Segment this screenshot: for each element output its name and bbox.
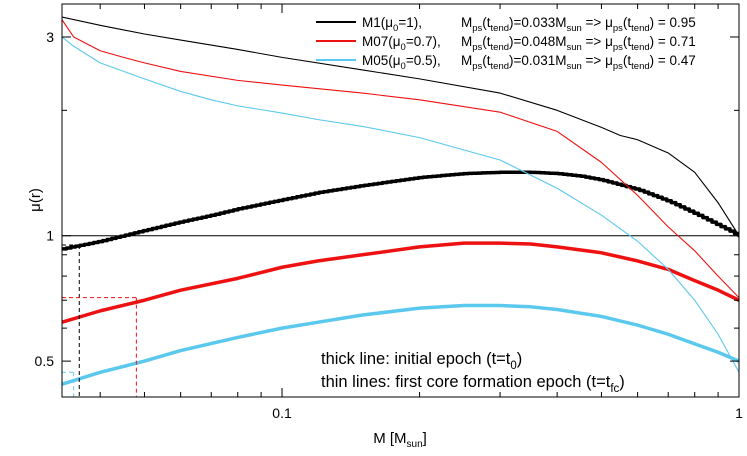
y-tick-label: 1 — [46, 228, 54, 244]
y-axis-label: μ(r) — [27, 188, 44, 212]
x-tick-label: 1 — [735, 405, 743, 421]
legend: M1(μ0=1), Mps(ttend)=0.033Msun => μps(tte… — [316, 15, 696, 72]
legend-label-2: M05(μ0=0.5), Mps(ttend)=0.031Msun => μps… — [362, 53, 696, 72]
y-tick-label: 3 — [46, 29, 54, 45]
series-line-m05-initial — [62, 303, 739, 386]
legend-label-0: M1(μ0=1), Mps(ttend)=0.033Msun => μps(tte… — [362, 15, 696, 34]
plot-frame — [61, 3, 740, 398]
legend-label-1: M07(μ0=0.7), Mps(ttend)=0.048Msun => μps… — [362, 34, 696, 53]
series-line-m07-first-core — [62, 19, 739, 299]
y-tick-label: 0.5 — [35, 353, 55, 369]
x-tick-label: 0.1 — [272, 405, 292, 421]
annotations: thick line: initial epoch (t=t0)thin lin… — [321, 350, 625, 395]
series-line-m1-initial — [62, 170, 739, 251]
x-axis-label: M [Msun] — [373, 430, 427, 450]
annotation-1: thin lines: first core formation epoch (… — [321, 373, 625, 395]
series-line-m1-first-core — [62, 16, 739, 237]
series-line-m05-first-core — [62, 36, 739, 373]
annotation-0: thick line: initial epoch (t=t0) — [321, 350, 522, 372]
